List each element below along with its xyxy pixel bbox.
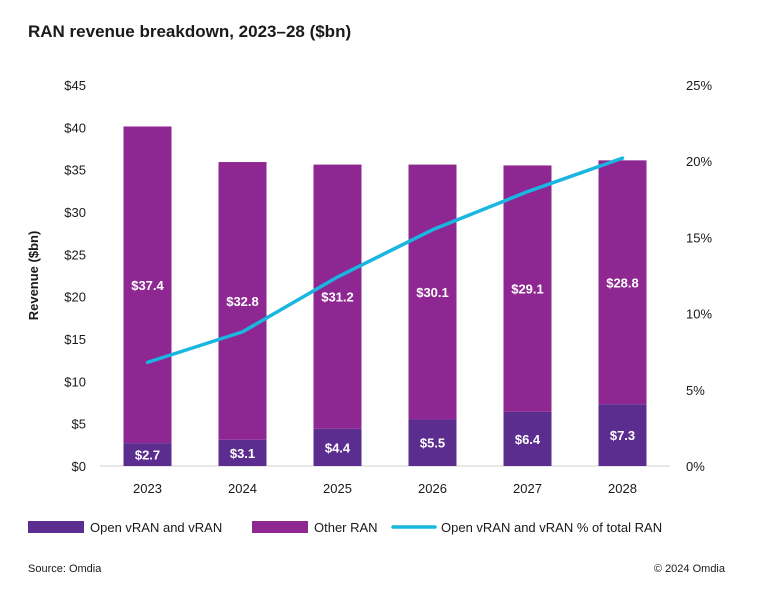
x-tick-label: 2028 [608, 481, 637, 496]
y2-tick-label: 5% [686, 383, 705, 398]
bar-label-group: $2.7 $37.4 $3.1 $32.8 $4.4 $31.2 $5.5 $30.1 $6.4… [131, 275, 639, 462]
bar-label-open-vran: $2.7 [135, 448, 160, 463]
legend-swatch-open-vran [28, 521, 84, 533]
legend-label-open-vran: Open vRAN and vRAN [90, 520, 222, 535]
bar-label-other-ran: $31.2 [321, 290, 354, 305]
bar-label-other-ran: $29.1 [511, 282, 544, 297]
bar-open-vran [408, 419, 457, 466]
bar-open-vran [598, 404, 647, 466]
bar-label-open-vran: $6.4 [515, 432, 541, 447]
bar-label-other-ran: $32.8 [226, 294, 259, 309]
share-line-group [145, 156, 625, 365]
y-tick-label: $10 [64, 374, 86, 389]
y2-tick-label: 10% [686, 307, 712, 322]
bar-label-open-vran: $4.4 [325, 440, 351, 455]
bar-group [123, 126, 647, 466]
bar-label-open-vran: $7.3 [610, 428, 635, 443]
bar-other-ran [408, 164, 457, 420]
y2-tick-label: 25% [686, 78, 712, 93]
y2-tick-label: 0% [686, 459, 705, 474]
y-tick-label: $45 [64, 78, 86, 93]
bar-label-other-ran: $37.4 [131, 278, 164, 293]
bar-other-ran [503, 165, 552, 412]
bar-other-ran [123, 126, 172, 444]
chart-title: RAN revenue breakdown, 2023–28 ($bn) [28, 22, 352, 41]
copyright-note: © 2024 Omdia [653, 563, 725, 575]
bar-label-open-vran: $5.5 [420, 436, 445, 451]
bar-label-open-vran: $3.1 [230, 446, 255, 461]
bar-open-vran [218, 439, 267, 466]
y2-tick-label: 15% [686, 230, 712, 245]
y-tick-label: $0 [72, 459, 86, 474]
bar-label-other-ran: $30.1 [416, 285, 449, 300]
bar-open-vran [123, 443, 172, 466]
right-axis-ticks: 0% 5% 10% 15% 20% 25% [686, 78, 712, 474]
bar-open-vran [503, 411, 552, 466]
legend-swatch-other-ran [252, 521, 308, 533]
y-tick-label: $20 [64, 290, 86, 305]
bar-other-ran [313, 164, 362, 429]
y-axis-title: Revenue ($bn) [26, 231, 41, 321]
bar-other-ran [598, 160, 647, 405]
y2-tick-label: 20% [686, 154, 712, 169]
source-note: Source: Omdia [28, 563, 102, 575]
legend-label-other-ran: Other RAN [314, 520, 378, 535]
y-tick-label: $15 [64, 332, 86, 347]
y-tick-label: $5 [72, 417, 86, 432]
y-tick-label: $35 [64, 163, 86, 178]
x-tick-label: 2027 [513, 481, 542, 496]
share-line [145, 156, 625, 365]
y-tick-label: $30 [64, 205, 86, 220]
legend: Open vRAN and vRAN Other RAN Open vRAN and… [28, 520, 662, 535]
bar-open-vran [313, 428, 362, 466]
x-tick-label: 2025 [323, 481, 352, 496]
x-tick-label: 2024 [228, 481, 257, 496]
bar-other-ran [218, 162, 267, 440]
x-tick-label: 2026 [418, 481, 447, 496]
bar-label-other-ran: $28.8 [606, 275, 639, 290]
left-axis-ticks: $0 $5 $10 $15 $20 $25 $30 $35 $40 $45 [64, 78, 86, 474]
y-tick-label: $25 [64, 247, 86, 262]
y-tick-label: $40 [64, 120, 86, 135]
legend-label-share-line: Open vRAN and vRAN % of total RAN [441, 520, 662, 535]
x-axis-labels: 2023 2024 2025 2026 2027 2028 [133, 481, 637, 496]
x-tick-label: 2023 [133, 481, 162, 496]
